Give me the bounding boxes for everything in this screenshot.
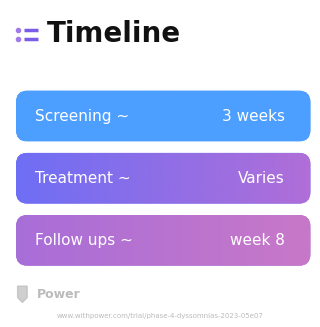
Polygon shape [18, 286, 27, 302]
Text: Screening ~: Screening ~ [35, 109, 129, 124]
Text: www.withpower.com/trial/phase-4-dyssomnias-2023-05e07: www.withpower.com/trial/phase-4-dyssomni… [57, 313, 263, 318]
Text: 3 weeks: 3 weeks [222, 109, 285, 124]
FancyBboxPatch shape [16, 153, 310, 203]
Text: Varies: Varies [238, 171, 285, 186]
FancyBboxPatch shape [16, 215, 310, 266]
Text: week 8: week 8 [230, 233, 285, 248]
Text: Follow ups ~: Follow ups ~ [35, 233, 133, 248]
Text: Power: Power [37, 288, 81, 301]
Text: Timeline: Timeline [46, 20, 180, 48]
FancyBboxPatch shape [16, 91, 310, 141]
Text: Treatment ~: Treatment ~ [35, 171, 131, 186]
